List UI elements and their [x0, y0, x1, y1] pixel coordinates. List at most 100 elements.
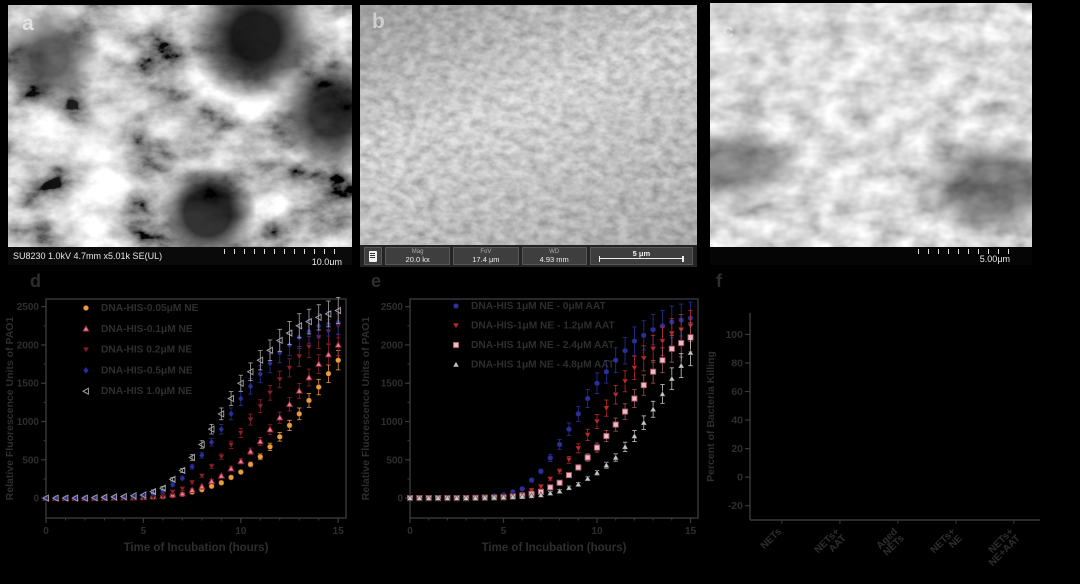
- data-point: [640, 382, 647, 389]
- data-point: [462, 494, 470, 501]
- data-point: [266, 346, 273, 355]
- scalebar-label-c: 5.00μm: [979, 254, 1010, 264]
- y-tick-label: -20: [728, 500, 743, 512]
- data-point: [257, 453, 264, 460]
- data-point: [218, 479, 225, 487]
- scalebar-ruler-c: [918, 249, 1018, 254]
- data-point: [527, 491, 536, 499]
- data-point: [169, 480, 176, 490]
- data-point: [583, 432, 592, 439]
- data-point: [490, 493, 498, 501]
- y-tick-label: 60: [731, 386, 743, 398]
- data-point: [285, 365, 294, 372]
- data-point: [256, 369, 264, 379]
- x-axis-title: Time of Incubation (hours): [124, 542, 269, 554]
- data-point: [256, 437, 265, 445]
- data-point: [295, 322, 303, 330]
- data-point: [424, 494, 433, 501]
- data-point: [51, 494, 59, 502]
- data-point: [678, 339, 685, 347]
- data-point: [518, 492, 526, 500]
- x-tick-label: 0: [407, 526, 413, 537]
- data-point: [82, 324, 90, 332]
- data-point: [612, 357, 619, 364]
- mag-label: Mag: [411, 248, 424, 255]
- data-point: [82, 366, 90, 375]
- legend-label: DNA-HIS-1μM NE - 1.2μM AAT: [471, 321, 616, 332]
- data-point: [565, 425, 573, 433]
- data-point: [110, 493, 118, 501]
- legend-label: DNA-HIS 1.0μM NE: [101, 386, 192, 397]
- data-point: [443, 494, 452, 501]
- data-point: [246, 447, 255, 455]
- x-tick-label: 10: [235, 526, 247, 537]
- data-point: [603, 433, 610, 440]
- data-point: [324, 350, 333, 358]
- y-tick-label: 1500: [17, 379, 40, 390]
- data-point: [574, 445, 583, 453]
- data-point: [593, 379, 601, 387]
- data-point: [415, 494, 424, 501]
- y-tick-label: 40: [731, 415, 743, 427]
- data-point: [178, 486, 187, 493]
- panel-label-a: a: [22, 12, 34, 35]
- data-point: [178, 489, 187, 497]
- data-point: [621, 347, 629, 354]
- data-point: [687, 334, 694, 341]
- data-point: [565, 472, 573, 479]
- data-point: [197, 440, 205, 449]
- y-axis-title: Percent of Bacteria Killing: [705, 351, 717, 482]
- data-point: [276, 376, 284, 384]
- data-point: [314, 313, 322, 322]
- data-point: [207, 477, 216, 485]
- axes-box: [45, 298, 347, 519]
- data-point: [149, 487, 156, 496]
- panel-label-e: e: [371, 271, 382, 291]
- chart-e: 0 5 10 15 0 500 1000 1500 2000 2500 Time of Incuba…: [360, 298, 699, 554]
- data-point: [188, 486, 196, 493]
- legend-label: DNA-HIS 1μM NE - 0μM AAT: [471, 301, 606, 312]
- data-point: [305, 317, 312, 326]
- y-axis-title: Relative Fluorescence Units of PAO1: [360, 317, 372, 501]
- x-tick-label: 5: [141, 526, 147, 537]
- category-label: NETs+AAT: [813, 526, 849, 562]
- data-point: [584, 395, 591, 402]
- data-point: [509, 493, 517, 500]
- data-point: [546, 489, 555, 496]
- data-point: [556, 479, 563, 486]
- category-label: AgedNETs: [875, 526, 907, 558]
- data-point: [247, 461, 254, 468]
- y-tick-label: 500: [386, 455, 403, 466]
- sem-metadata-bar-b: Mag 20.0 kx FoV 17.4 μm WD 4.93 mm 5 μm: [360, 245, 697, 267]
- data-point: [295, 386, 304, 394]
- y-tick-label: 0: [33, 494, 39, 505]
- data-point: [325, 370, 332, 377]
- data-point: [584, 454, 591, 461]
- data-point: [631, 337, 638, 345]
- scalebar-b: 5 μm: [589, 247, 694, 265]
- data-point: [471, 493, 480, 501]
- data-point: [583, 474, 592, 482]
- sem-panel-c: c 5.00μm: [710, 3, 1032, 265]
- data-point: [129, 492, 137, 500]
- data-point: [537, 468, 545, 475]
- data-point: [237, 457, 245, 465]
- y-tick-label: 2500: [17, 302, 40, 313]
- chart-f: -20 0 20 40 60 80 100 Percent of Bacteria Killi…: [705, 313, 1040, 569]
- data-point: [247, 381, 254, 391]
- legend-label: DNA-HIS-0.05μM NE: [101, 303, 199, 314]
- data-point: [266, 425, 274, 433]
- data-point: [612, 421, 619, 428]
- scalebar-label-a: 10.0μm: [311, 257, 342, 265]
- data-point: [481, 493, 489, 501]
- fov-cell: FoV 17.4 μm: [453, 247, 519, 265]
- data-point: [246, 416, 255, 424]
- data-point: [178, 473, 186, 483]
- note-icon: [369, 250, 377, 262]
- data-point: [452, 494, 461, 501]
- data-point: [100, 493, 108, 502]
- data-point: [208, 437, 215, 447]
- data-point: [217, 424, 225, 434]
- data-point: [62, 493, 69, 503]
